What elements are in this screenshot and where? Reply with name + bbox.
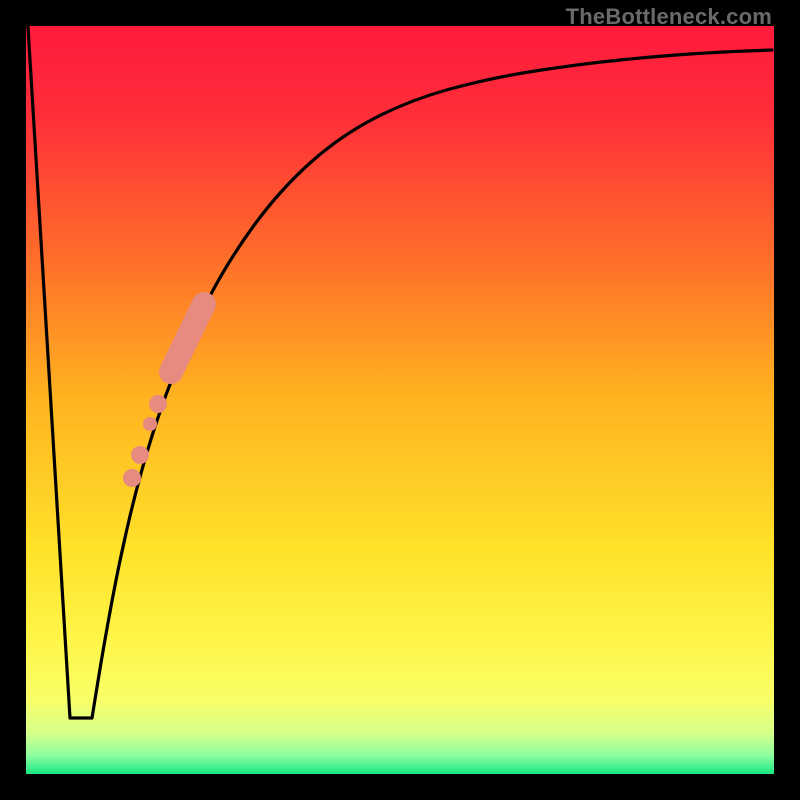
gradient-background	[26, 26, 774, 774]
plot-area	[26, 26, 774, 774]
chart-svg	[26, 26, 774, 774]
marker-dot	[149, 395, 167, 413]
chart-frame: TheBottleneck.com	[0, 0, 800, 800]
marker-dot	[143, 417, 157, 431]
marker-dot	[123, 469, 141, 487]
marker-dot	[131, 446, 149, 464]
watermark-text: TheBottleneck.com	[566, 4, 772, 30]
